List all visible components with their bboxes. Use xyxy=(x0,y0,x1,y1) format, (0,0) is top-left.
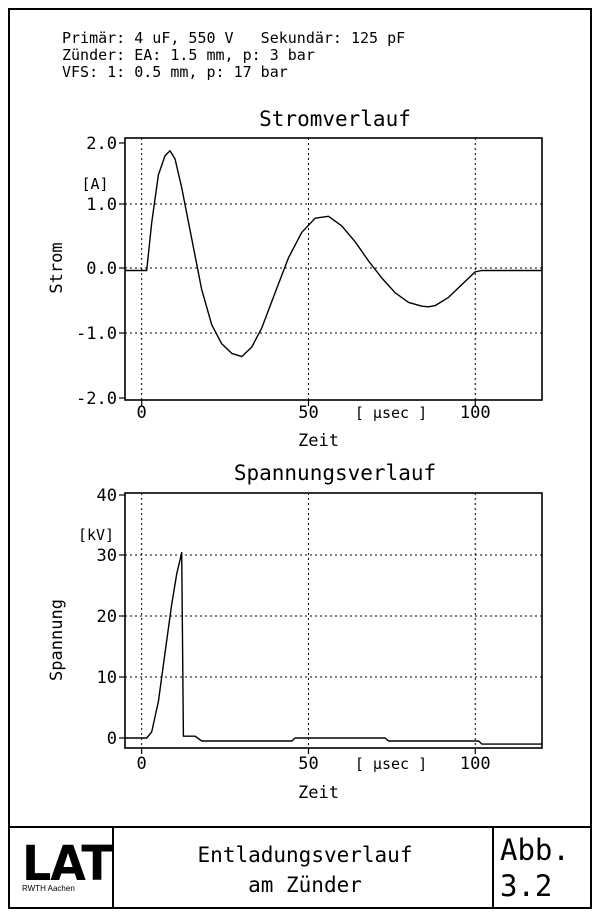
chart1-ytick-label-4: -2.0 xyxy=(76,389,117,409)
footer-divider xyxy=(8,826,592,828)
chart1-xtick-label-50: 50 xyxy=(298,403,318,423)
chart2-title: Spannungsverlauf xyxy=(234,461,436,485)
chart2-ylabel: Spannung xyxy=(47,599,67,681)
chart1-ytick-label-2: 0.0 xyxy=(86,259,117,279)
lat-logo-subtitle: RWTH Aachen xyxy=(22,884,75,893)
chart1-title: Stromverlauf xyxy=(259,107,411,131)
chart1-ylabel: Strom xyxy=(47,242,67,293)
figure-frame xyxy=(8,8,592,909)
chart1-ytick-label-3: -1.0 xyxy=(76,324,117,344)
chart2-xlabel: Zeit xyxy=(298,783,339,803)
chart2-xtick-label-0: 0 xyxy=(137,754,147,774)
chart2-xtick-label-50: 50 xyxy=(298,754,318,774)
chart2-ytick-label-2: 20 xyxy=(97,607,117,627)
chart2-ytick-label-0: 40 xyxy=(97,486,117,506)
chart1-plot-frame xyxy=(124,137,543,401)
header-primary-secondary: Primär: 4 uF, 550 V Sekundär: 125 pF xyxy=(62,29,406,47)
caption-line-2: am Zünder xyxy=(248,873,362,897)
footer-separator-left xyxy=(112,828,114,909)
chart1-xunit: [ µsec ] xyxy=(355,404,427,422)
chart2-ytick-label-3: 10 xyxy=(97,668,117,688)
chart1-xtick-label-100: 100 xyxy=(460,403,491,423)
chart1-xtick-label-0: 0 xyxy=(137,403,147,423)
figure-label: Abb. xyxy=(500,833,570,867)
chart1-xlabel: Zeit xyxy=(298,431,339,451)
chart2-series-line-0 xyxy=(125,552,542,745)
chart2-ytick-label-4: 0 xyxy=(107,729,117,749)
chart2-xtick-label-100: 100 xyxy=(460,754,491,774)
chart2-ytick-label-1: 30 xyxy=(97,546,117,566)
chart1-series-line-0 xyxy=(125,149,542,358)
chart2-plot-frame xyxy=(124,492,543,749)
chart2-yunit: [kV] xyxy=(78,526,114,544)
lat-logo: LAT xyxy=(22,834,113,892)
chart1-ytick-label-1: 1.0 xyxy=(86,195,117,215)
chart1-ytick-label-0: 2.0 xyxy=(86,134,117,154)
header-vfs: VFS: 1: 0.5 mm, p: 17 bar xyxy=(62,63,288,81)
figure-number: 3.2 xyxy=(500,869,553,903)
chart2-xunit: [ µsec ] xyxy=(355,755,427,773)
chart1-yunit: [A] xyxy=(81,175,108,193)
footer-separator-right xyxy=(492,828,494,909)
header-zuender: Zünder: EA: 1.5 mm, p: 3 bar xyxy=(62,46,315,64)
caption-line-1: Entladungsverlauf xyxy=(197,843,413,867)
